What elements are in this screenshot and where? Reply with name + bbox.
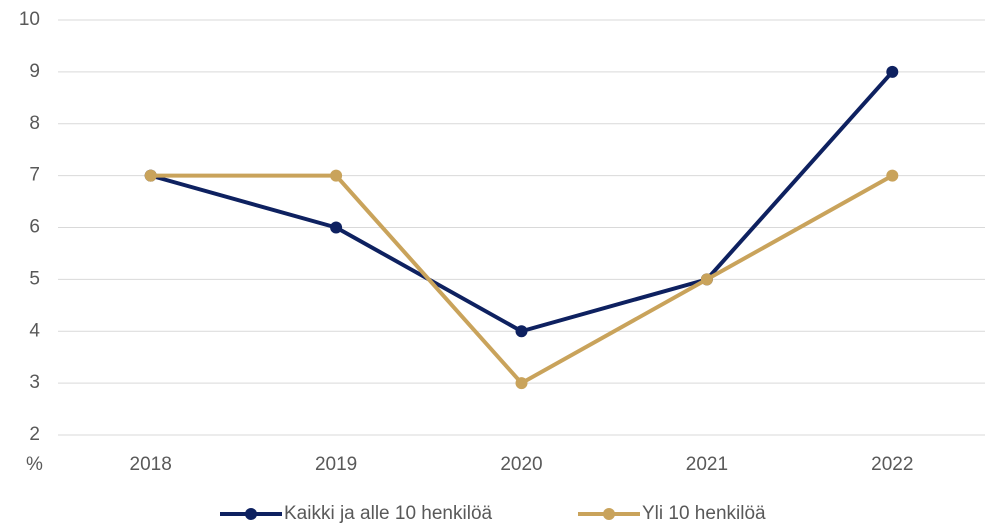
y-tick-label: 8 — [29, 113, 40, 134]
legend-label: Yli 10 henkilöä — [642, 503, 766, 524]
x-tick-label: 2019 — [315, 454, 357, 475]
y-tick-label: 5 — [29, 268, 40, 289]
data-point — [330, 221, 343, 234]
data-point — [515, 377, 528, 390]
data-point — [700, 273, 713, 286]
y-tick-label: 2 — [29, 424, 40, 445]
y-tick-label: 6 — [29, 217, 40, 238]
data-point — [144, 169, 157, 182]
series-line — [150, 70, 894, 334]
data-point — [886, 65, 899, 78]
legend-marker — [603, 508, 615, 520]
y-tick-label: 4 — [29, 320, 40, 341]
y-axis-label: % — [26, 454, 43, 475]
x-tick-label: 2022 — [871, 454, 913, 475]
y-tick-label: 7 — [29, 165, 40, 186]
data-point — [886, 169, 899, 182]
legend-marker — [245, 508, 257, 520]
y-tick-label: 9 — [29, 61, 40, 82]
x-tick-label: 2018 — [130, 454, 172, 475]
legend-label: Kaikki ja alle 10 henkilöä — [284, 503, 493, 524]
y-tick-label: 10 — [19, 9, 40, 30]
x-tick-label: 2021 — [686, 454, 728, 475]
y-tick-label: 3 — [29, 372, 40, 393]
data-point — [515, 325, 528, 338]
x-tick-label: 2020 — [500, 454, 542, 475]
data-point — [330, 169, 343, 182]
